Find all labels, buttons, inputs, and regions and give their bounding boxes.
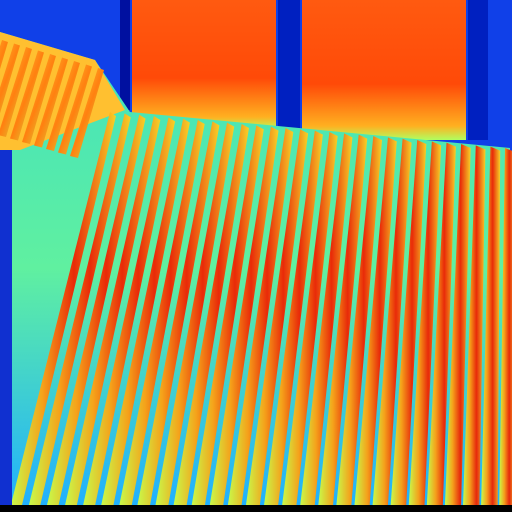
floor-stripe (444, 144, 471, 505)
pillar (278, 0, 300, 135)
floor-stripes (10, 112, 512, 506)
pillar (120, 0, 130, 110)
floor-stripe (390, 140, 427, 505)
warm-wall (132, 0, 276, 130)
floor-stripe (173, 124, 249, 505)
left-edge (0, 150, 12, 505)
floor-stripe (336, 136, 382, 505)
floor-stripe (65, 116, 161, 505)
floor-stripe (499, 148, 512, 505)
floor-stripe (245, 129, 309, 506)
roof-stripe (46, 61, 80, 151)
roof-stripe (70, 68, 104, 158)
floor-stripe (10, 112, 116, 505)
roof-stripe (0, 47, 32, 137)
floor-stripe (28, 113, 131, 505)
floor-stripe (191, 125, 264, 505)
roof-stripe (0, 43, 20, 114)
warm-wall (302, 0, 466, 140)
floor-stripe (137, 121, 220, 505)
floor-stripe (463, 145, 486, 506)
floor-stripe (264, 130, 323, 505)
floor-stripe (209, 126, 279, 506)
floor-stripe (372, 138, 412, 505)
roof-stripe (10, 50, 44, 141)
floor-stripe (426, 142, 456, 505)
floor-stripe (300, 133, 353, 506)
floor-stripe (119, 120, 205, 505)
roof-stripe (0, 40, 8, 70)
roof-stripe (34, 57, 68, 148)
roof-stripe (58, 64, 92, 155)
roof-stripe (22, 54, 56, 144)
floor-stripe (481, 146, 501, 505)
floor-stripe (101, 118, 190, 506)
floor-stripe (282, 132, 338, 505)
floor-stripe (155, 122, 235, 506)
floor-stripe (46, 114, 146, 506)
floor-stripe (408, 141, 442, 506)
roof-stripes (0, 40, 104, 158)
floor-stripe (354, 137, 397, 506)
floor-stripe (318, 134, 368, 505)
floor-stripe (227, 128, 294, 505)
pillar (468, 0, 488, 140)
bottom-border (0, 505, 512, 512)
floor-stripe (83, 117, 176, 505)
